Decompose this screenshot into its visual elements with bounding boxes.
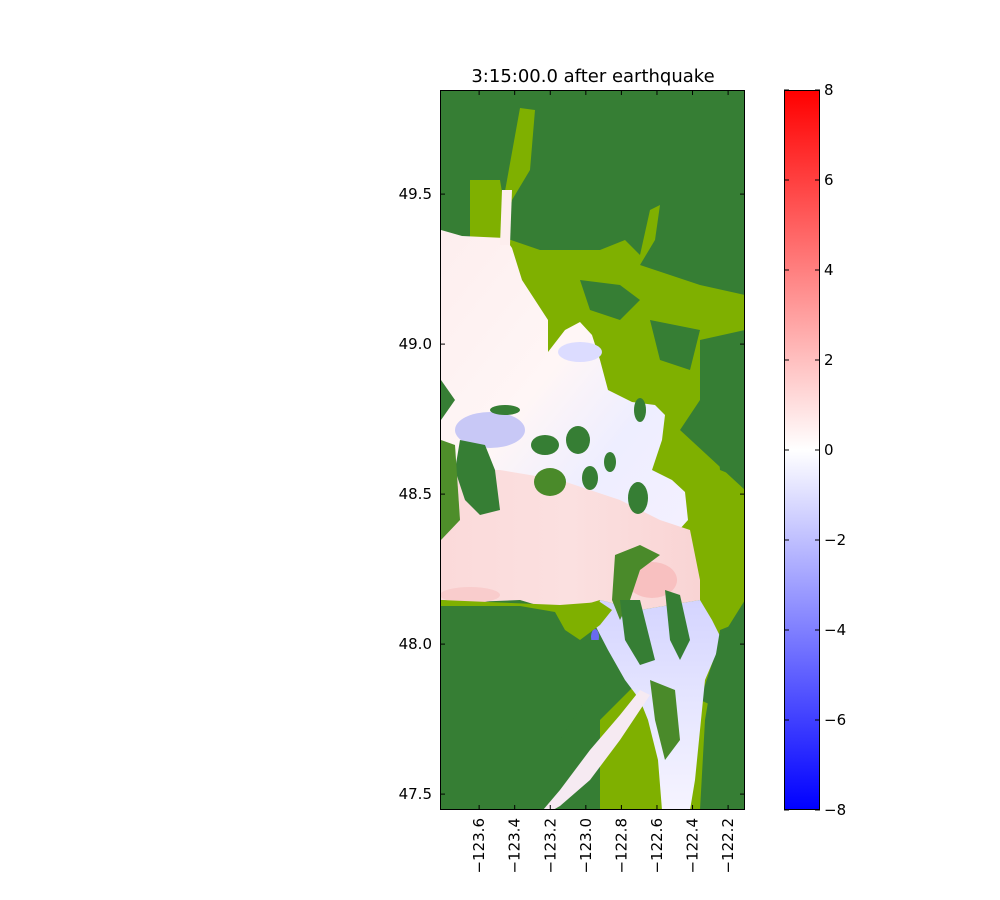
x-tick-label: −123.2 — [541, 818, 559, 874]
water-hood-canal — [543, 690, 650, 810]
land-coast — [441, 600, 612, 640]
x-tick-label: −122.6 — [648, 818, 666, 874]
land-vancouver-island — [441, 380, 455, 420]
colorbar-tick-label: −6 — [824, 711, 846, 729]
land-island — [628, 482, 648, 514]
land-kitsap — [650, 680, 680, 760]
land-east-shore — [700, 620, 745, 810]
land-olympic-peninsula — [441, 604, 610, 810]
land-vancouver-island — [441, 440, 460, 540]
colorbar-tick-label: −4 — [824, 621, 846, 639]
water-negative-anomaly — [558, 342, 602, 362]
water-positive-anomaly — [440, 587, 500, 603]
colorbar-tick-label: 0 — [824, 441, 834, 459]
land-dark-patch — [650, 320, 700, 370]
y-tick-label: 49.0 — [399, 335, 432, 353]
y-tick-label: 48.5 — [399, 485, 432, 503]
land-island — [566, 426, 590, 454]
axes-frame — [440, 90, 745, 810]
x-tick-label: −122.8 — [612, 818, 630, 874]
y-tick-label: 49.5 — [399, 185, 432, 203]
map-image — [440, 90, 745, 810]
x-tick-label: −123.6 — [470, 818, 488, 874]
x-tick-label: −123.0 — [577, 818, 595, 874]
land-island — [531, 435, 559, 455]
colorbar-tick-label: −2 — [824, 531, 846, 549]
land-island — [634, 398, 646, 422]
land-island — [604, 452, 616, 472]
land-island — [582, 466, 598, 490]
colorbar-ticks: 8 6 4 2 0 −2 −4 −6 −8 — [784, 81, 846, 819]
colorbar-tick-label: 6 — [824, 171, 834, 189]
land-whidbey-island — [665, 590, 690, 660]
colorbar-tick-label: 8 — [824, 81, 834, 99]
land-dark-patch — [580, 280, 640, 320]
y-tick-label: 47.5 — [399, 785, 432, 803]
land-dark-patch — [700, 330, 745, 480]
colorbar-tick-label: 2 — [824, 351, 834, 369]
colorbar — [784, 90, 820, 810]
water-negative-anomaly — [455, 412, 525, 448]
x-tick-label: −122.2 — [719, 818, 737, 874]
land-vancouver-island — [455, 440, 500, 515]
chart-title: 3:15:00.0 after earthquake — [471, 66, 714, 87]
water-strait-of-georgia — [441, 230, 688, 540]
land-island — [534, 468, 566, 496]
land-kitsap — [620, 600, 655, 665]
water-inlet — [500, 190, 512, 245]
x-tick-label: −123.4 — [506, 818, 524, 874]
colorbar-tick-label: −8 — [824, 801, 846, 819]
land-island — [490, 405, 520, 415]
axes-ticks: −123.6 −123.4 −123.2 −123.0 −122.8 −122.6 −122… — [399, 90, 745, 874]
y-tick-label: 48.0 — [399, 635, 432, 653]
x-tick-label: −122.4 — [684, 818, 702, 874]
colorbar-tick-label: 4 — [824, 261, 834, 279]
